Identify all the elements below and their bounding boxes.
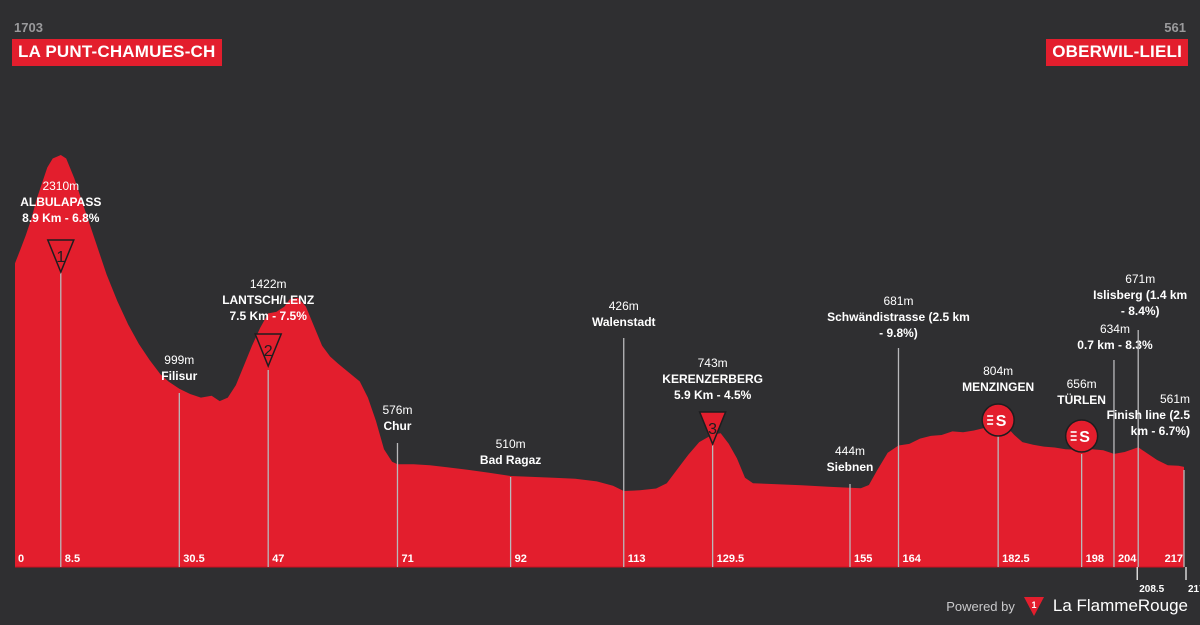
climb-category-number: 3 <box>708 421 717 438</box>
distance-tick-label: 182.5 <box>1002 553 1030 565</box>
point-label-line: Islisberg (1.4 km <box>1093 288 1187 302</box>
distance-tick-label: 155 <box>854 553 872 565</box>
point-label-line: Bad Ragaz <box>480 453 541 467</box>
sprint-letter: S <box>1079 429 1090 446</box>
climb-category-number: 1 <box>56 249 65 266</box>
point-altitude: 671m <box>1125 272 1155 286</box>
distance-tick-label: 8.5 <box>65 553 80 565</box>
distance-tick-label: 92 <box>515 553 527 565</box>
climb-category-number: 2 <box>264 343 273 360</box>
point-label-line: - 8.4%) <box>1121 304 1160 318</box>
sprint-icon <box>981 403 1015 437</box>
point-label-line: 7.5 Km - 7.5% <box>230 309 308 323</box>
point-label-line: Finish line (2.5 <box>1107 408 1191 422</box>
svg-text:1: 1 <box>1031 600 1036 610</box>
point-altitude: 656m <box>1067 377 1097 391</box>
distance-tick-label: 0 <box>18 553 24 565</box>
distance-tick-label: 47 <box>272 553 284 565</box>
climb-category-icon <box>46 239 75 274</box>
point-label-line: TÜRLEN <box>1057 392 1106 407</box>
distance-tick-label: 71 <box>401 553 413 565</box>
sprint-icon <box>1064 419 1099 453</box>
distance-tick-label: 30.5 <box>183 553 204 565</box>
point-label-line: KERENZERBERG <box>662 372 763 386</box>
finish-city-badge: OBERWIL-LIELI <box>1046 39 1188 66</box>
distance-tick-label: 129.5 <box>717 553 745 565</box>
point-altitude: 2310m <box>42 179 79 193</box>
point-label-line: 8.9 Km - 6.8% <box>22 211 100 225</box>
point-altitude: 681m <box>883 294 913 308</box>
climb-category-icon <box>254 333 283 368</box>
point-label-line: LANTSCH/LENZ <box>222 293 314 307</box>
point-label-line: ALBULAPASS <box>20 195 101 209</box>
distance-tick-label: 113 <box>628 553 646 565</box>
climb-category-icon <box>698 411 727 446</box>
point-label-line: 0.7 km - 8.3% <box>1077 338 1153 352</box>
flamme-rouge-logo-icon: 1 <box>1023 597 1044 616</box>
start-city-badge: LA PUNT-CHAMUES-CH <box>12 39 222 66</box>
point-altitude: 634m <box>1100 322 1130 336</box>
distance-tick-below-label: 208.5 <box>1139 584 1164 595</box>
distance-tick-below-label: 217 <box>1188 584 1200 595</box>
footer-credit: Powered by 1 La FlammeRouge <box>946 595 1188 617</box>
elevation-profile-area <box>15 155 1184 567</box>
point-altitude: 1422m <box>250 277 287 291</box>
start-elevation: 1703 <box>14 20 43 35</box>
point-label-line: Schwändistrasse (2.5 km <box>827 310 970 324</box>
point-label-line: 5.9 Km - 4.5% <box>674 388 752 402</box>
point-label-line: Filisur <box>161 369 197 383</box>
point-label-line: km - 6.7%) <box>1131 424 1190 438</box>
point-altitude: 804m <box>983 364 1013 378</box>
point-label-line: MENZINGEN <box>962 380 1034 394</box>
point-label-line: Siebnen <box>827 460 874 474</box>
distance-tick-label: 217 <box>1165 553 1183 565</box>
point-label-line: Walenstadt <box>592 315 656 329</box>
distance-tick-label: 164 <box>902 553 921 565</box>
finish-elevation: 561 <box>1164 20 1186 35</box>
distance-tick-label: 198 <box>1086 553 1104 565</box>
point-altitude: 576m <box>382 403 412 417</box>
point-altitude: 561m <box>1160 392 1190 406</box>
point-altitude: 743m <box>698 356 728 370</box>
point-altitude: 444m <box>835 444 865 458</box>
point-altitude: 426m <box>609 299 639 313</box>
sprint-letter: S <box>996 413 1007 430</box>
point-label-line: - 9.8%) <box>879 326 918 340</box>
powered-by-label: Powered by <box>946 598 1015 614</box>
brand-name: La FlammeRouge <box>1052 596 1188 615</box>
distance-tick-label: 204 <box>1118 553 1137 565</box>
point-label-line: Chur <box>383 419 411 433</box>
point-altitude: 510m <box>496 437 526 451</box>
point-altitude: 999m <box>164 353 194 367</box>
